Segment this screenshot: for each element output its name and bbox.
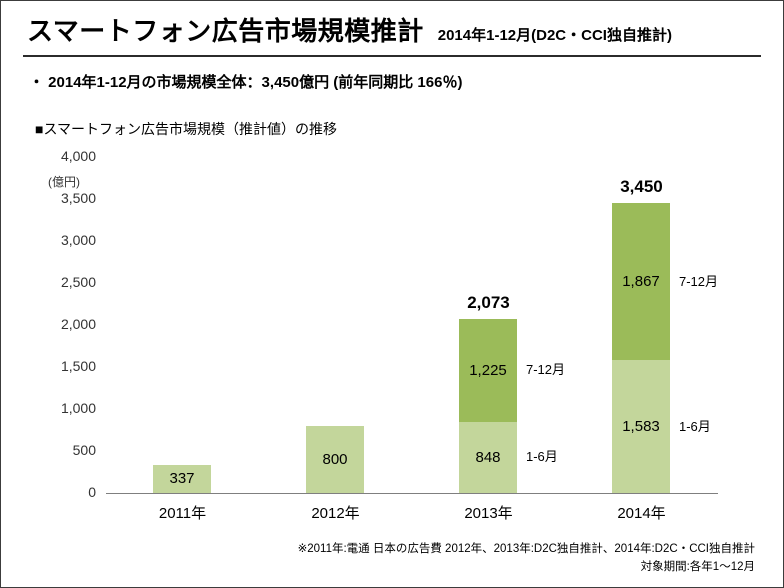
bar-segment: 848 xyxy=(459,421,517,493)
footnote: ※2011年:電通 日本の広告費 2012年、2013年:D2C独自推計、201… xyxy=(298,541,755,577)
page-title: スマートフォン広告市場規模推計 xyxy=(27,16,424,46)
y-tick-label: 1,000 xyxy=(60,400,96,416)
bar-segment: 800 xyxy=(306,425,364,493)
plot-area: 337 800 848 1-6月 1,225 7-12月 2,073 1,583 1-6月 1,8… xyxy=(106,157,718,494)
bar-group: 337 xyxy=(106,157,259,493)
bar-total-label: 2,073 xyxy=(467,292,510,312)
segment-period-label: 1-6月 xyxy=(679,418,711,434)
y-axis: (億円) 4,000 3,500 3,000 2,500 2,000 1,500 1,000… xyxy=(31,148,96,500)
bar-segment: 1,225 xyxy=(459,318,517,422)
x-axis: 2011年 2012年 2013年 2014年 xyxy=(106,502,718,523)
footnote-line2: 対象期間:各年1～12月 xyxy=(640,561,755,574)
x-tick-label: 2011年 xyxy=(158,505,207,522)
segment-period-label: 1-6月 xyxy=(526,449,558,465)
y-tick-label: 3,000 xyxy=(60,232,96,248)
segment-value-label: 1,225 xyxy=(469,361,507,379)
bar-segment: 337 xyxy=(153,464,211,493)
x-tick-label: 2012年 xyxy=(311,505,360,522)
segment-value-label: 800 xyxy=(322,450,348,468)
y-tick-label: 1,500 xyxy=(60,358,96,374)
bar-group: 848 1-6月 1,225 7-12月 2,073 xyxy=(412,157,565,493)
header: スマートフォン広告市場規模推計 2014年1-12月(D2C・CCI独自推計) xyxy=(1,1,783,48)
chart-section-title: ■スマートフォン広告市場規模（推計値）の推移 xyxy=(35,121,338,137)
bar-group: 800 xyxy=(259,157,412,493)
segment-value-label: 1,867 xyxy=(622,273,660,291)
y-axis-unit-label: (億円) xyxy=(48,175,80,189)
header-divider xyxy=(23,55,761,57)
segment-value-label: 848 xyxy=(475,448,501,466)
bar-segment: 1,867 xyxy=(612,203,670,361)
bar-total-label: 3,450 xyxy=(620,177,663,197)
footnote-line1: ※2011年:電通 日本の広告費 2012年、2013年:D2C独自推計、201… xyxy=(297,543,755,556)
segment-period-label: 7-12月 xyxy=(679,273,719,289)
y-tick-label: 0 xyxy=(88,484,96,500)
y-tick-label: 500 xyxy=(72,442,96,458)
summary-bullet: ・ 2014年1-12月の市場規模全体：3,450億円 (前年同期比 166％) xyxy=(29,74,463,91)
y-tick-label: 2,000 xyxy=(60,316,96,332)
bar-segment: 1,583 xyxy=(612,360,670,493)
y-tick-label: 3,500 xyxy=(60,190,96,206)
bar-chart: (億円) 4,000 3,500 3,000 2,500 2,000 1,500 1,000… xyxy=(31,148,718,500)
x-tick-label: 2013年 xyxy=(464,505,513,522)
x-tick-label: 2014年 xyxy=(617,505,666,522)
page-subtitle: 2014年1-12月(D2C・CCI独自推計) xyxy=(437,27,672,44)
bar-group: 1,583 1-6月 1,867 7-12月 3,450 xyxy=(565,157,718,493)
y-tick-label: 2,500 xyxy=(60,274,96,290)
segment-value-label: 1,583 xyxy=(622,418,660,436)
segment-value-label: 337 xyxy=(169,470,195,488)
y-tick-label: 4,000 xyxy=(60,148,96,164)
segment-period-label: 7-12月 xyxy=(526,362,566,378)
